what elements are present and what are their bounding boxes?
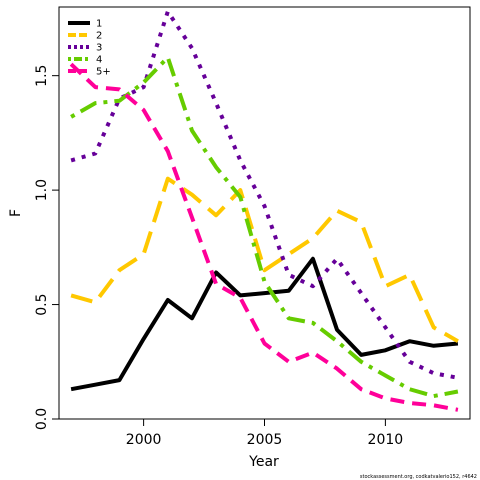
series-line-3 (70, 9, 459, 380)
legend-label-2: 2 (96, 31, 102, 42)
x-tick-label: 2010 (368, 432, 404, 448)
x-axis-label: Year (248, 454, 279, 470)
credit-note: stockassessment.org, codkatvalerio152, r… (360, 474, 477, 480)
axes-layer: 2000 2005 2010 0.0 0.5 1.0 1.5 (34, 65, 403, 448)
series-line-4 (70, 55, 459, 399)
legend-label-1: 1 (96, 19, 102, 30)
y-axis-label: F (8, 209, 24, 217)
y-tick-label: 1.0 (34, 179, 50, 201)
series-layer (69, 9, 459, 412)
series-line-5 (69, 62, 459, 412)
x-tick-label: 2000 (126, 432, 162, 448)
x-tick-label: 2005 (247, 432, 283, 448)
y-tick-label: 0.0 (34, 408, 50, 430)
y-tick-label: 1.5 (34, 65, 50, 87)
legend-label-3: 3 (96, 43, 102, 54)
y-tick-label: 0.5 (34, 293, 50, 315)
legend-label-5: 5+ (96, 67, 111, 78)
series-line-1 (70, 256, 459, 392)
legend-label-4: 4 (96, 55, 102, 66)
series-line-2 (70, 176, 459, 343)
